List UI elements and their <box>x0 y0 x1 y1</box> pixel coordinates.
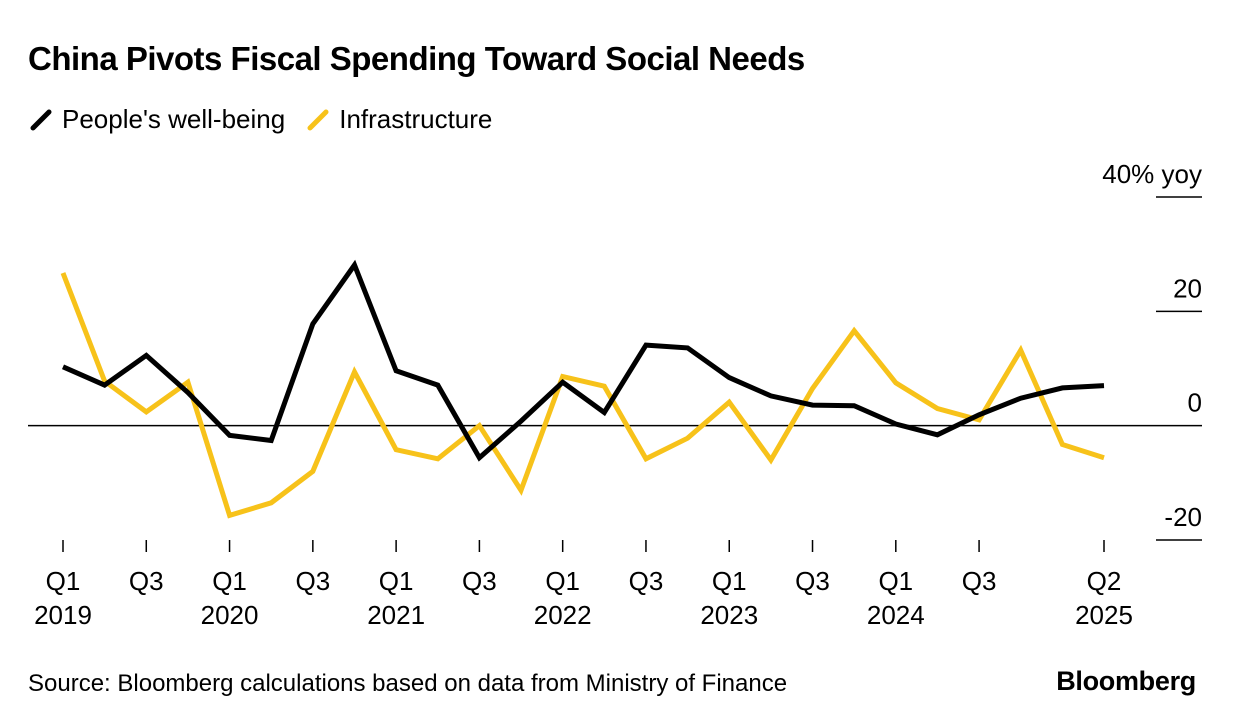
x-tick-label-year: 2025 <box>1075 600 1133 630</box>
x-tick-label-year: 2024 <box>867 600 925 630</box>
source-note: Source: Bloomberg calculations based on … <box>28 670 788 697</box>
legend: People's well-being Infrastructure <box>30 104 514 135</box>
legend-item-infrastructure: Infrastructure <box>307 104 492 135</box>
y-tick-label: 20 <box>1173 273 1202 303</box>
legend-label-infrastructure: Infrastructure <box>339 104 493 134</box>
x-tick-label-quarter: Q1 <box>379 566 414 596</box>
x-tick-label-quarter: Q1 <box>212 566 247 596</box>
y-tick-label: -20 <box>1164 502 1202 532</box>
legend-swatch-infrastructure <box>307 109 329 130</box>
x-tick-label-quarter: Q1 <box>878 566 913 596</box>
x-tick-label-year: 2020 <box>201 600 259 630</box>
legend-item-people: People's well-being <box>30 104 285 135</box>
x-tick-label-quarter: Q1 <box>712 566 747 596</box>
x-tick-label-year: 2022 <box>534 600 592 630</box>
x-tick-label-year: 2019 <box>34 600 92 630</box>
x-tick-label-quarter: Q1 <box>46 566 81 596</box>
x-tick-label-quarter: Q1 <box>545 566 580 596</box>
chart-title: China Pivots Fiscal Spending Toward Soci… <box>28 40 805 77</box>
legend-swatch-people <box>30 109 52 130</box>
y-tick-label: 40% yoy <box>1102 159 1202 189</box>
x-tick-label-quarter: Q3 <box>795 566 830 596</box>
x-tick-label-year: 2023 <box>700 600 758 630</box>
bloomberg-logo: Bloomberg <box>1056 666 1196 696</box>
y-tick-label: 0 <box>1188 388 1202 418</box>
x-tick-label-quarter: Q2 <box>1087 566 1122 596</box>
legend-label-people: People's well-being <box>62 104 286 134</box>
series-line-people <box>61 259 1105 462</box>
x-tick-label-year: 2021 <box>367 600 425 630</box>
x-tick-label-quarter: Q3 <box>629 566 664 596</box>
series-line-infrastructure <box>60 272 1105 519</box>
x-tick-label-quarter: Q3 <box>295 566 330 596</box>
x-tick-label-quarter: Q3 <box>462 566 497 596</box>
x-tick-label-quarter: Q3 <box>962 566 997 596</box>
x-tick-label-quarter: Q3 <box>129 566 164 596</box>
